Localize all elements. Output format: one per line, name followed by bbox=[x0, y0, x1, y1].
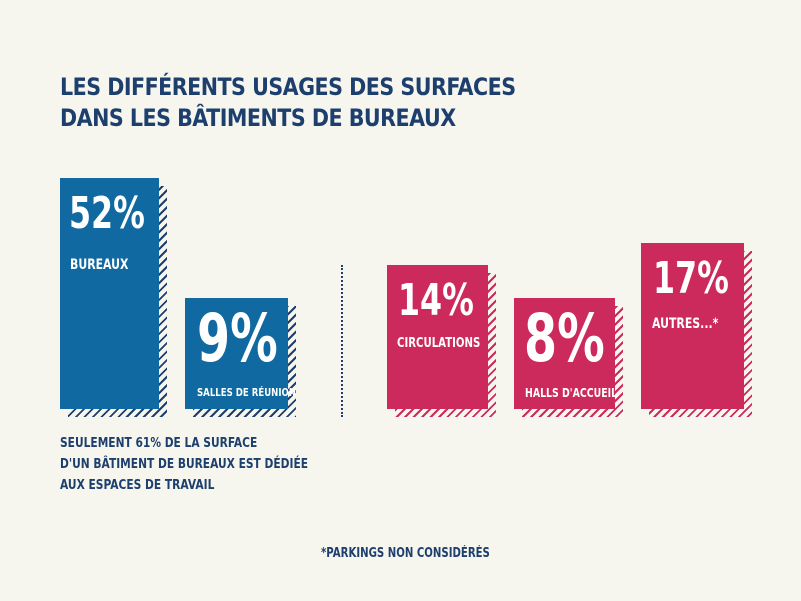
bar-percent-label: 17% bbox=[653, 253, 729, 304]
bar-category-label: AUTRES...* bbox=[652, 316, 719, 332]
chart-annotation: SEULEMENT 61% DE LA SURFACE D'UN BÂTIMEN… bbox=[60, 433, 308, 496]
bar-salles-de-reunion: 9% SALLES DE RÉUNION bbox=[185, 298, 296, 417]
bar-percent-label: 8% bbox=[524, 300, 605, 377]
bar-bureaux: 52% BUREAUX bbox=[60, 178, 167, 417]
bar-face bbox=[185, 298, 288, 409]
bar-percent-label: 52% bbox=[69, 188, 145, 239]
bar-percent-label: 14% bbox=[398, 275, 474, 326]
bar-face bbox=[641, 243, 744, 409]
bar-autres: 17% AUTRES...* bbox=[641, 243, 752, 417]
bar-face bbox=[60, 178, 159, 409]
bar-category-label: HALLS D'ACCUEIL bbox=[525, 386, 618, 400]
bar-percent-label: 9% bbox=[197, 300, 278, 377]
bar-face bbox=[514, 298, 615, 409]
footnote: *PARKINGS NON CONSIDÉRÉS bbox=[321, 546, 490, 561]
bar-category-label: BUREAUX bbox=[70, 257, 129, 273]
bar-face bbox=[387, 265, 488, 409]
bar-category-label: CIRCULATIONS bbox=[397, 336, 481, 351]
divider-line bbox=[341, 265, 343, 417]
annotation-line-3: AUX ESPACES DE TRAVAIL bbox=[60, 478, 215, 493]
title-line-1: LES DIFFÉRENTS USAGES DES SURFACES bbox=[60, 73, 516, 101]
bar-category-label: SALLES DE RÉUNION bbox=[197, 386, 297, 399]
annotation-line-1: SEULEMENT 61% DE LA SURFACE bbox=[60, 436, 258, 451]
bar-circulations: 14% CIRCULATIONS bbox=[387, 265, 496, 417]
title-line-2: DANS LES BÂTIMENTS DE BUREAUX bbox=[60, 104, 456, 132]
annotation-line-2: D'UN BÂTIMENT DE BUREAUX EST DÉDIÉE bbox=[60, 457, 309, 472]
chart-title: LES DIFFÉRENTS USAGES DES SURFACES DANS … bbox=[60, 72, 516, 134]
bar-halls-daccueil: 8% HALLS D'ACCUEIL bbox=[514, 298, 623, 417]
